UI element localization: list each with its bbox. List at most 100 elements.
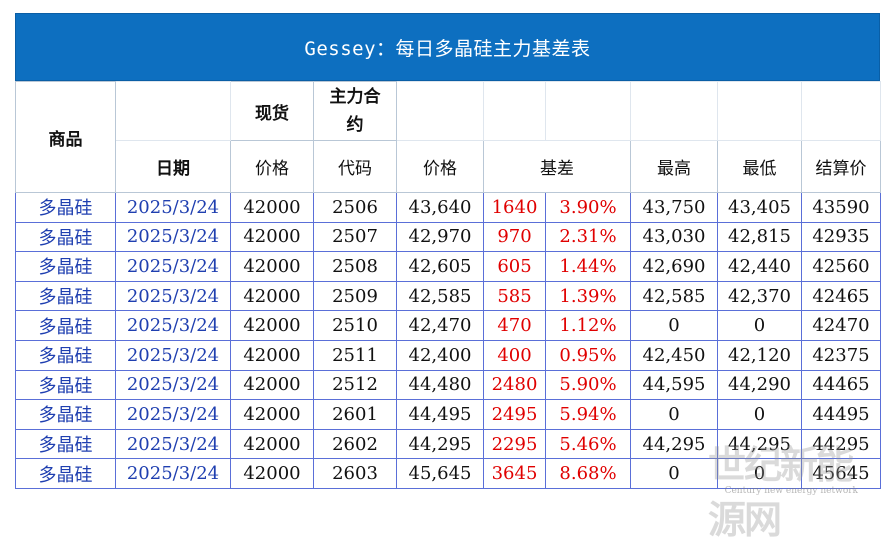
- high-cell: 43,750: [630, 192, 718, 223]
- table-row: 多晶硅 2025/3/24 42000 2507 42,970 970 2.31% 43,03…: [15, 221, 881, 253]
- product-cell: 多晶硅: [15, 310, 116, 341]
- header-empty-cell: [115, 81, 231, 141]
- settlement-cell: 44465: [801, 369, 881, 401]
- basis-table-container: Gessey：每日多晶硅主力基差表 商品 现货 主力合约: [15, 13, 881, 489]
- product-cell: 多晶硅: [15, 428, 116, 460]
- table-row: 多晶硅 2025/3/24 42000 2510 42,470 470 1.12% 0 0 424…: [15, 310, 881, 341]
- basis-cell: 2495: [483, 399, 546, 430]
- table-row: 多晶硅 2025/3/24 42000 2508 42,605 605 1.44% 42,69…: [15, 251, 881, 282]
- table-row: 多晶硅 2025/3/24 42000 2511 42,400 400 0.95% 42,45…: [15, 339, 881, 371]
- product-cell: 多晶硅: [15, 369, 116, 401]
- date-cell: 2025/3/24: [115, 280, 231, 312]
- basis-cell: 2480: [483, 369, 546, 401]
- header-contract-price: 价格: [396, 140, 484, 193]
- spot-price-cell: 42000: [230, 251, 314, 282]
- date-cell: 2025/3/24: [115, 221, 231, 253]
- header-basis: 基差: [483, 140, 631, 193]
- low-cell: 0: [717, 399, 802, 430]
- product-cell: 多晶硅: [15, 280, 116, 312]
- basis-cell: 1640: [483, 192, 546, 223]
- high-cell: 42,585: [630, 280, 718, 312]
- product-cell: 多晶硅: [15, 399, 116, 430]
- header-date: 日期: [115, 140, 231, 193]
- header-code: 代码: [313, 140, 397, 193]
- table-row: 多晶硅 2025/3/24 42000 2506 43,640 1640 3.90% 43,7…: [15, 192, 881, 223]
- spot-price-cell: 42000: [230, 221, 314, 253]
- date-cell: 2025/3/24: [115, 192, 231, 223]
- low-cell: 42,440: [717, 251, 802, 282]
- contract-code-cell: 2512: [313, 369, 397, 401]
- basis-pct-cell: 1.12%: [545, 310, 631, 341]
- basis-pct-cell: 8.68%: [545, 458, 631, 489]
- header-low: 最低: [717, 140, 802, 193]
- contract-price-cell: 43,640: [396, 192, 484, 223]
- basis-pct-cell: 5.46%: [545, 428, 631, 460]
- date-cell: 2025/3/24: [115, 251, 231, 282]
- product-cell: 多晶硅: [15, 192, 116, 223]
- contract-code-cell: 2510: [313, 310, 397, 341]
- settlement-cell: 42375: [801, 339, 881, 371]
- date-cell: 2025/3/24: [115, 369, 231, 401]
- product-cell: 多晶硅: [15, 221, 116, 253]
- product-cell: 多晶硅: [15, 339, 116, 371]
- low-cell: 43,405: [717, 192, 802, 223]
- basis-pct-cell: 1.44%: [545, 251, 631, 282]
- basis-table: 商品 现货 主力合约 日期 价格 代码 价格 基差 最高 最低 结算价: [15, 81, 881, 489]
- settlement-cell: 45645: [801, 458, 881, 489]
- spot-price-cell: 42000: [230, 192, 314, 223]
- date-cell: 2025/3/24: [115, 310, 231, 341]
- header-empty-cell: [630, 81, 718, 141]
- low-cell: 0: [717, 458, 802, 489]
- date-cell: 2025/3/24: [115, 399, 231, 430]
- settlement-cell: 42470: [801, 310, 881, 341]
- spot-price-cell: 42000: [230, 310, 314, 341]
- table-row: 多晶硅 2025/3/24 42000 2512 44,480 2480 5.90% 44,5…: [15, 369, 881, 401]
- table-row: 多晶硅 2025/3/24 42000 2601 44,495 2495 5.94% 0 0 44…: [15, 399, 881, 430]
- contract-price-cell: 42,585: [396, 280, 484, 312]
- low-cell: 0: [717, 310, 802, 341]
- settlement-cell: 42465: [801, 280, 881, 312]
- high-cell: 43,030: [630, 221, 718, 253]
- table-title: Gessey：每日多晶硅主力基差表: [15, 13, 880, 81]
- product-cell: 多晶硅: [15, 458, 116, 489]
- basis-cell: 605: [483, 251, 546, 282]
- product-cell: 多晶硅: [15, 251, 116, 282]
- header-product: 商品: [15, 81, 116, 193]
- spot-price-cell: 42000: [230, 428, 314, 460]
- header-row-1: 商品 现货 主力合约: [15, 81, 881, 193]
- high-cell: 44,295: [630, 428, 718, 460]
- basis-cell: 470: [483, 310, 546, 341]
- contract-code-cell: 2507: [313, 221, 397, 253]
- contract-price-cell: 42,400: [396, 339, 484, 371]
- header-price: 价格: [230, 140, 314, 193]
- contract-code-cell: 2601: [313, 399, 397, 430]
- header-settlement: 结算价: [801, 140, 881, 193]
- spot-price-cell: 42000: [230, 369, 314, 401]
- basis-cell: 3645: [483, 458, 546, 489]
- contract-price-cell: 44,480: [396, 369, 484, 401]
- date-cell: 2025/3/24: [115, 339, 231, 371]
- low-cell: 42,120: [717, 339, 802, 371]
- contract-code-cell: 2508: [313, 251, 397, 282]
- low-cell: 42,815: [717, 221, 802, 253]
- header-empty-cell: [545, 81, 631, 141]
- spot-price-cell: 42000: [230, 458, 314, 489]
- low-cell: 44,295: [717, 428, 802, 460]
- contract-price-cell: 42,605: [396, 251, 484, 282]
- settlement-cell: 44495: [801, 399, 881, 430]
- spot-price-cell: 42000: [230, 339, 314, 371]
- header-row-2: 日期 价格 代码 价格 基差 最高 最低 结算价: [16, 140, 881, 193]
- header-empty-cell: [801, 81, 881, 141]
- high-cell: 0: [630, 458, 718, 489]
- table-row: 多晶硅 2025/3/24 42000 2509 42,585 585 1.39% 42,58…: [15, 280, 881, 312]
- basis-pct-cell: 5.94%: [545, 399, 631, 430]
- basis-pct-cell: 2.31%: [545, 221, 631, 253]
- spot-price-cell: 42000: [230, 399, 314, 430]
- basis-pct-cell: 3.90%: [545, 192, 631, 223]
- low-cell: 42,370: [717, 280, 802, 312]
- header-spot: 现货: [230, 81, 314, 141]
- settlement-cell: 44295: [801, 428, 881, 460]
- contract-code-cell: 2511: [313, 339, 397, 371]
- high-cell: 0: [630, 310, 718, 341]
- basis-cell: 585: [483, 280, 546, 312]
